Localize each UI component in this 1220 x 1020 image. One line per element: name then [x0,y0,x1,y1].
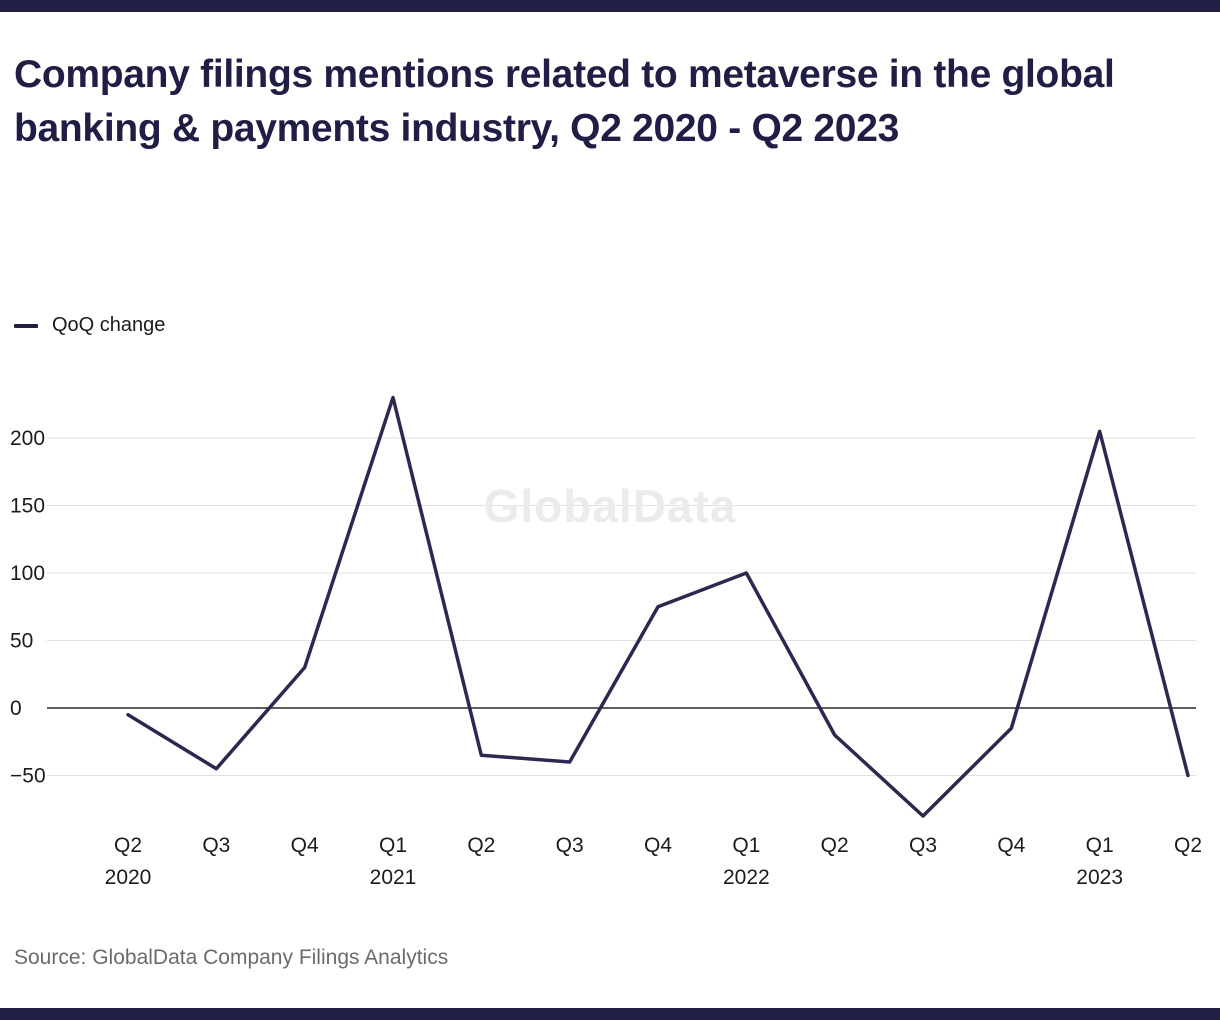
chart-title: Company filings mentions related to meta… [14,53,1115,150]
y-tick-label: 100 [10,562,45,585]
source-note: Source: GlobalData Company Filings Analy… [14,946,449,969]
x-tick-label: Q4 [997,834,1025,857]
y-tick-label: 200 [10,427,45,450]
x-tick-label: Q3 [202,834,230,857]
x-tick-year: 2023 [1076,866,1123,889]
x-tick-year: 2020 [105,866,152,889]
watermark: GlobalData [484,480,737,532]
x-tick-year: 2021 [370,866,417,889]
x-tick-label: Q1 [1086,834,1114,857]
top-accent-bar [0,0,1220,12]
x-tick-year: 2022 [723,866,770,889]
x-tick-label: Q1 [379,834,407,857]
x-tick-label: Q1 [732,834,760,857]
x-tick-label: Q2 [821,834,849,857]
bottom-accent-bar [0,1008,1220,1020]
x-tick-label: Q2 [467,834,495,857]
x-tick-label: Q3 [556,834,584,857]
y-tick-label: 150 [10,495,45,518]
legend-line-swatch [14,323,38,328]
y-tick-label: −50 [10,765,46,788]
x-tick-label: Q2 [114,834,142,857]
qoq-change-line-chart: 200 150 100 50 0 −50 GlobalData Q2 2020 Q3 Q4 Q1 202… [10,395,1202,889]
x-tick-label: Q3 [909,834,937,857]
legend: QoQ change [14,314,165,337]
x-tick-label: Q2 [1174,834,1202,857]
legend-label: QoQ change [52,314,166,336]
qoq-change-line [126,395,1190,818]
x-tick-label: Q4 [291,834,319,857]
y-tick-label: 0 [10,697,22,720]
x-tick-label: Q4 [644,834,672,857]
y-tick-label: 50 [10,630,33,653]
